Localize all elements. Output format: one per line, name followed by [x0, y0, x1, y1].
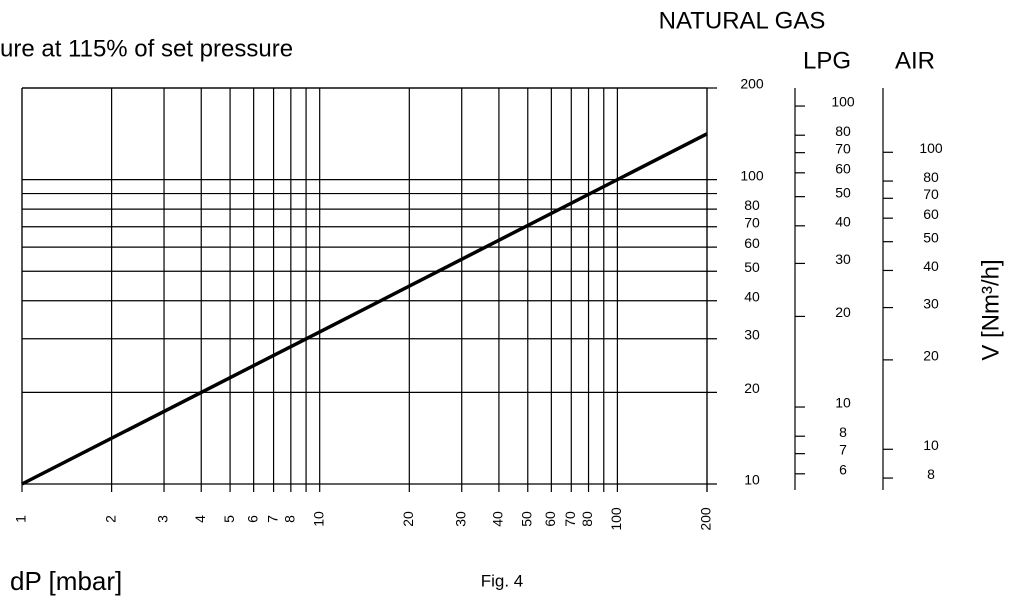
x-tick-label: 7	[264, 515, 280, 523]
scale-title: NATURAL GAS	[659, 7, 826, 34]
scale-tick-label: 20	[835, 304, 851, 320]
scale-tick-label: 60	[835, 161, 851, 177]
x-tick-label: 2	[102, 515, 118, 523]
scale-tick-label: 8	[839, 424, 847, 440]
scale-tick-label: 40	[835, 214, 851, 230]
scale-tick-label: 100	[919, 140, 943, 156]
x-tick-label: 200	[698, 507, 714, 531]
caption: Fig. 4	[481, 571, 524, 590]
x-tick-label: 6	[244, 515, 260, 523]
data-line	[21, 132, 708, 486]
y-tick-label: 60	[744, 235, 760, 251]
x-tick-label: 10	[310, 511, 326, 527]
y-tick-label: 200	[740, 76, 764, 92]
y-tick-label: 20	[744, 380, 760, 396]
x-tick-label: 20	[400, 511, 416, 527]
scale-tick-label: 10	[835, 395, 851, 411]
x-axis-label: dP [mbar]	[10, 566, 122, 596]
chart-title: ure at 115% of set pressure	[0, 35, 293, 62]
scale-tick-label: 50	[835, 184, 851, 200]
scale-tick-label: 10	[923, 437, 939, 453]
scale-tick-label: 50	[923, 229, 939, 245]
x-tick-label: 70	[562, 511, 578, 527]
x-tick-label: 4	[192, 515, 208, 523]
x-tick-label: 80	[579, 511, 595, 527]
x-tick-label: 40	[490, 511, 506, 527]
y-tick-label: 50	[744, 259, 760, 275]
scale-tick-label: 7	[839, 441, 847, 457]
x-tick-label: 1	[13, 515, 29, 523]
x-tick-label: 8	[282, 515, 298, 523]
x-tick-label: 5	[221, 515, 237, 523]
y-tick-label: 40	[744, 288, 760, 304]
y-axis-label: V [Nm³/h]	[977, 259, 1004, 360]
scale-title: LPG	[803, 47, 851, 74]
scale-tick-label: 30	[923, 295, 939, 311]
scale-tick-label: 60	[923, 206, 939, 222]
scale-tick-label: 70	[923, 186, 939, 202]
scale-tick-label: 8	[927, 466, 935, 482]
scale-tick-label: 20	[923, 348, 939, 364]
scale-tick-label: 70	[835, 140, 851, 156]
scale-tick-label: 6	[839, 462, 847, 478]
x-tick-label: 60	[542, 511, 558, 527]
y-tick-label: 100	[740, 167, 764, 183]
scale-tick-label: 80	[923, 169, 939, 185]
y-tick-label: 10	[744, 472, 760, 488]
scale-tick-label: 40	[923, 258, 939, 274]
scale-tick-label: 30	[835, 251, 851, 267]
y-tick-label: 70	[744, 214, 760, 230]
y-tick-label: 30	[744, 326, 760, 342]
x-tick-label: 30	[452, 511, 468, 527]
x-tick-label: 3	[155, 515, 171, 523]
x-tick-label: 50	[518, 511, 534, 527]
scale-tick-label: 100	[831, 94, 855, 110]
scale-title: AIR	[895, 47, 935, 74]
scale-tick-label: 80	[835, 123, 851, 139]
x-tick-label: 100	[608, 507, 624, 531]
y-tick-label: 80	[744, 197, 760, 213]
